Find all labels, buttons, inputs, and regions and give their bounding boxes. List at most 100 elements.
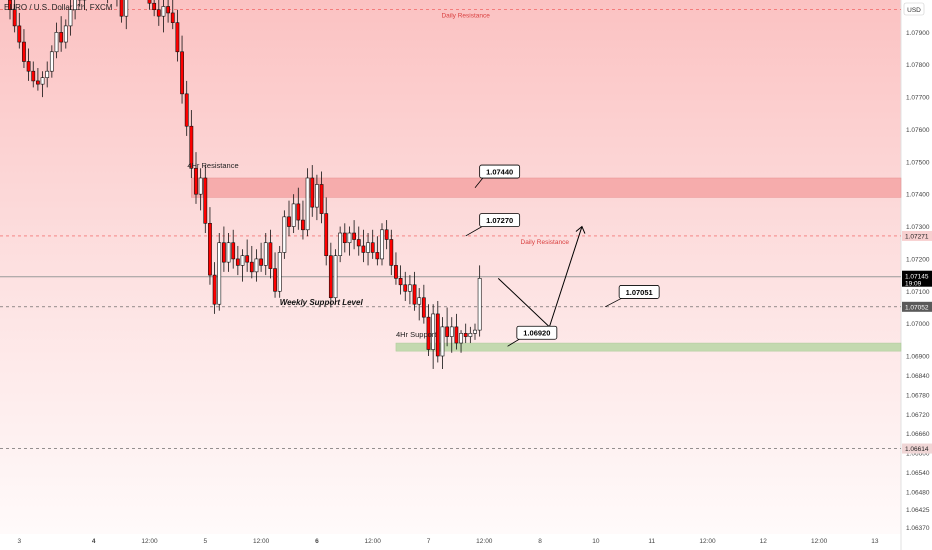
candle-body xyxy=(17,25,22,43)
candle-body xyxy=(440,326,445,357)
candle-body xyxy=(468,333,473,337)
candle-body xyxy=(180,51,184,95)
resistance-4hr-label: 4Hr Resistance xyxy=(187,161,238,170)
candle-body xyxy=(380,229,384,260)
candle-body xyxy=(454,326,459,344)
candle-body xyxy=(35,80,40,85)
candle-body xyxy=(249,261,254,273)
price-tick-label: 1.06780 xyxy=(906,392,930,399)
candle-body xyxy=(175,22,180,53)
candle-body xyxy=(473,329,477,334)
candle-body xyxy=(45,70,50,78)
candle-body xyxy=(26,61,31,72)
candle-body xyxy=(431,313,436,350)
price-tick-label: 1.06840 xyxy=(906,373,930,380)
candle-body xyxy=(203,177,208,224)
price-tick-label: 1.07200 xyxy=(906,256,930,263)
callout-box-1 xyxy=(479,213,521,228)
candle-body xyxy=(435,313,440,357)
time-tick-label: 6 xyxy=(315,538,319,545)
support-zone xyxy=(395,342,902,352)
callout-box-0 xyxy=(479,164,521,179)
candle-body xyxy=(347,232,352,244)
candle-body xyxy=(287,216,291,227)
symbol-title: EURO / U.S. Dollar, 1h, FXCM xyxy=(4,3,113,12)
candle-body xyxy=(407,284,412,292)
candle-body xyxy=(445,326,450,337)
candle-body xyxy=(319,184,324,214)
candle-body xyxy=(268,242,273,269)
price-tick-label: 1.07800 xyxy=(906,62,930,69)
candle-body xyxy=(421,297,426,318)
time-tick-label: 13 xyxy=(871,538,879,545)
candle-body xyxy=(389,239,394,266)
candle-body xyxy=(412,284,417,305)
callout-box-2 xyxy=(618,285,660,299)
callout-text-1: 1.07270 xyxy=(486,216,513,225)
daily-resistance-label-top: Daily Resistance xyxy=(441,13,490,20)
price-tick-label: 1.06480 xyxy=(906,489,930,496)
time-tick-label: 12:00 xyxy=(699,538,716,545)
time-tick-label: 12 xyxy=(760,538,768,545)
candle-body xyxy=(63,25,68,43)
candle-body xyxy=(342,232,347,244)
price-tick-label: 1.06660 xyxy=(906,431,930,438)
candle-body xyxy=(375,252,380,260)
candle-body xyxy=(338,232,343,256)
candle-body xyxy=(324,213,329,256)
candle-body xyxy=(124,0,129,17)
price-tick-label: 1.07100 xyxy=(906,289,930,296)
candle-body xyxy=(235,258,240,266)
candle-body xyxy=(370,242,375,253)
candle-body xyxy=(231,242,236,260)
candle-body xyxy=(156,9,161,17)
candle-body xyxy=(194,167,198,195)
candle-body xyxy=(222,242,226,263)
candle-body xyxy=(463,333,468,337)
callout-text-3: 1.06920 xyxy=(523,329,550,338)
plot-background xyxy=(0,0,901,534)
countdown-text: 19:09 xyxy=(905,281,922,288)
support-4hr-label: 4Hr Support xyxy=(396,330,437,339)
price-tick-label: 1.06720 xyxy=(906,412,930,419)
candle-body xyxy=(54,32,59,53)
price-badge-text-0: 1.07271 xyxy=(905,233,929,240)
callout-pointer-2 xyxy=(605,297,624,308)
time-tick-label: 12:00 xyxy=(141,538,158,545)
candle-body xyxy=(147,0,152,4)
time-tick-label: 7 xyxy=(427,538,431,545)
time-tick-label: 12:00 xyxy=(476,538,493,545)
candle-body xyxy=(366,242,370,253)
weekly-support-label: Weekly Support Level xyxy=(280,298,364,307)
candle-body xyxy=(170,12,175,23)
time-tick-label: 12:00 xyxy=(253,538,270,545)
daily-resistance-label-mid: Daily Resistance xyxy=(521,239,570,246)
candle-body xyxy=(22,41,26,62)
candle-body xyxy=(449,326,454,337)
candle-body xyxy=(12,9,17,27)
callout-box-3 xyxy=(516,325,558,340)
candle-body xyxy=(356,239,361,247)
candle-body xyxy=(291,203,296,227)
candle-body xyxy=(212,274,217,305)
candle-body xyxy=(217,242,222,305)
candle-body xyxy=(426,316,431,350)
time-tick-label: 8 xyxy=(538,538,542,545)
candle-body xyxy=(254,258,259,273)
candle-body xyxy=(245,255,250,263)
candle-body xyxy=(240,255,245,266)
price-tick-label: 1.07600 xyxy=(906,127,930,134)
candle-body xyxy=(333,255,338,299)
candle-body xyxy=(384,229,389,240)
candle-body xyxy=(119,0,124,17)
callout-text-2: 1.07051 xyxy=(626,288,653,297)
candle-body xyxy=(59,32,64,43)
currency-label: USD xyxy=(907,7,921,14)
price-tick-label: 1.07900 xyxy=(906,30,930,37)
candle-body xyxy=(263,242,268,266)
price-tick-label: 1.07400 xyxy=(906,192,930,199)
candle-body xyxy=(161,6,166,17)
candle-body xyxy=(394,265,398,279)
